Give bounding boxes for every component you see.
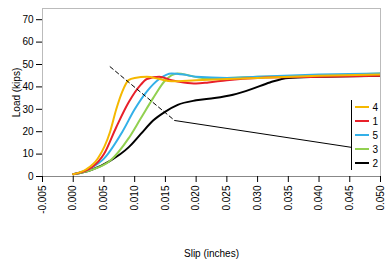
svg-text:-0.005: -0.005	[37, 185, 48, 214]
svg-text:0.005: 0.005	[98, 185, 109, 210]
svg-text:0.025: 0.025	[221, 185, 232, 210]
svg-text:20: 20	[22, 126, 34, 137]
svg-text:10: 10	[22, 148, 34, 159]
svg-text:0.030: 0.030	[252, 185, 263, 210]
svg-text:0.000: 0.000	[67, 185, 78, 210]
svg-text:70: 70	[22, 14, 34, 25]
svg-text:0.040: 0.040	[313, 185, 324, 210]
svg-text:0.045: 0.045	[344, 185, 355, 210]
svg-text:Slip (inches): Slip (inches)	[184, 248, 239, 259]
svg-text:30: 30	[22, 104, 34, 115]
svg-text:50: 50	[22, 59, 34, 70]
svg-text:0.035: 0.035	[283, 185, 294, 210]
html-text:4: 4	[372, 101, 378, 113]
svg-text:Load (kips): Load (kips)	[11, 68, 22, 117]
svg-text:0.015: 0.015	[160, 185, 171, 210]
svg-text:40: 40	[22, 81, 34, 92]
svg-text:0.020: 0.020	[190, 185, 201, 210]
html-text:3: 3	[372, 143, 378, 155]
html-text:5: 5	[372, 129, 378, 141]
svg-text:0.010: 0.010	[129, 185, 140, 210]
html-text:1: 1	[372, 115, 378, 127]
svg-text:0.050: 0.050	[375, 185, 385, 210]
svg-text:0: 0	[28, 171, 34, 182]
svg-text:60: 60	[22, 36, 34, 47]
html-text:2: 2	[372, 157, 378, 169]
